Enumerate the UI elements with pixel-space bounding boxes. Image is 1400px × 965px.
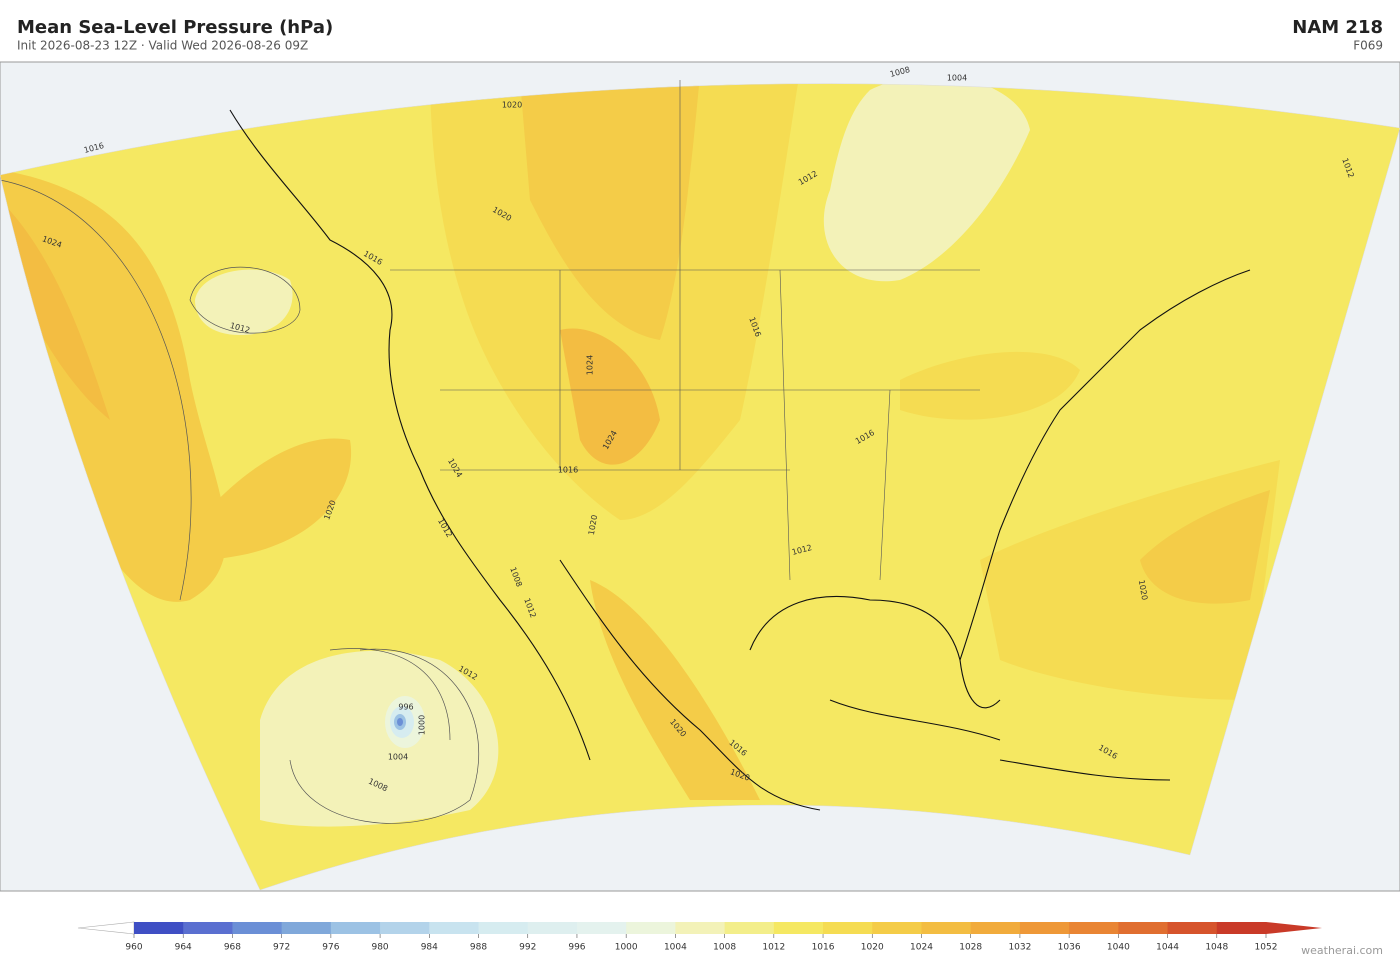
colorbar-extension-low — [77, 921, 135, 935]
forecast-hour: F069 — [1353, 39, 1383, 53]
colorbar-tick-label: 1028 — [959, 943, 982, 953]
colorbar-tick-label: 996 — [568, 943, 585, 953]
colorbar-tick-label: 1032 — [1008, 943, 1031, 953]
boundaries — [390, 80, 980, 581]
colorbar-bin — [823, 922, 873, 934]
contour-label: 996 — [398, 703, 413, 712]
colorbar-bin — [675, 922, 726, 934]
title: Mean Sea-Level Pressure (hPa) — [17, 17, 333, 38]
colorbar-bin — [773, 922, 824, 934]
colorbar-tick-label: 1048 — [1205, 943, 1228, 953]
colorbar-bin — [527, 922, 578, 934]
colorbar-tick-label: 1000 — [615, 943, 638, 953]
colorbar-extension-high — [1266, 922, 1322, 934]
colorbar-tick-label: 1044 — [1156, 943, 1179, 953]
contour-label: 1020 — [502, 101, 522, 110]
colorbar-tick-label: 980 — [371, 943, 388, 953]
watermark: weatherai.com — [1301, 944, 1383, 957]
colorbar-tick-label: 968 — [224, 943, 241, 953]
colorbar-bin — [626, 922, 676, 934]
colorbar-tick-label: 1020 — [861, 943, 884, 953]
colorbar: 960 964 968 972 976 980 984 988 992 996 1000 1004 10… — [77, 921, 1322, 953]
model: NAM 218 — [1292, 17, 1383, 38]
colorbar-bin — [1019, 922, 1070, 934]
colorbar-tick-label: 1008 — [713, 943, 736, 953]
colorbar-tick-label: 1012 — [762, 943, 785, 953]
pressure-field — [0, 83, 1400, 890]
colorbar-tick-label: 1024 — [910, 943, 933, 953]
colorbar-bin — [970, 922, 1021, 934]
contour-label: 1024 — [586, 355, 595, 375]
colorbar-bin — [724, 922, 775, 934]
colorbar-tick-label: 1004 — [664, 943, 687, 953]
colorbar-bin — [134, 922, 184, 934]
colorbar-bin — [1167, 922, 1218, 934]
colorbar-bin — [1118, 922, 1169, 934]
colorbar-bin — [576, 922, 627, 934]
colorbar-bin — [921, 922, 972, 934]
colorbar-tick-label: 1036 — [1058, 943, 1081, 953]
contour-label: 1020 — [1137, 579, 1149, 601]
colorbar-tick-label: 976 — [322, 943, 339, 953]
colorbar-tick-label: 984 — [421, 943, 438, 953]
colorbar-tick-label: 1040 — [1107, 943, 1130, 953]
colorbar-bin — [281, 922, 332, 934]
colorbar-bin — [330, 922, 381, 934]
colorbar-bin — [232, 922, 283, 934]
contour-label: 1004 — [947, 74, 967, 83]
colorbar-bin — [1069, 922, 1119, 934]
map — [0, 61, 1400, 892]
colorbar-tick-label: 964 — [175, 943, 192, 953]
subtitle: Init 2026-08-23 12Z · Valid Wed 2026-08-… — [17, 39, 308, 53]
colorbar-bin — [183, 922, 233, 934]
colorbar-bin — [429, 922, 480, 934]
contour-label: 1004 — [388, 753, 408, 762]
colorbar-tick-label: 972 — [273, 943, 290, 953]
colorbar-tick-label: 988 — [470, 943, 487, 953]
contour-label: 1000 — [418, 715, 427, 735]
colorbar-bin — [478, 922, 529, 934]
colorbar-bin — [380, 922, 430, 934]
coastline — [229, 109, 1251, 811]
contour-label: 1016 — [558, 466, 578, 475]
colorbar-bin — [872, 922, 922, 934]
colorbar-tick-label: 960 — [125, 943, 142, 953]
colorbar-tick-label: 1016 — [812, 943, 835, 953]
colorbar-tick-label: 1052 — [1255, 943, 1278, 953]
colorbar-bin — [1216, 922, 1267, 934]
colorbar-tick-label: 992 — [519, 943, 536, 953]
contour-label: 1020 — [587, 514, 599, 536]
